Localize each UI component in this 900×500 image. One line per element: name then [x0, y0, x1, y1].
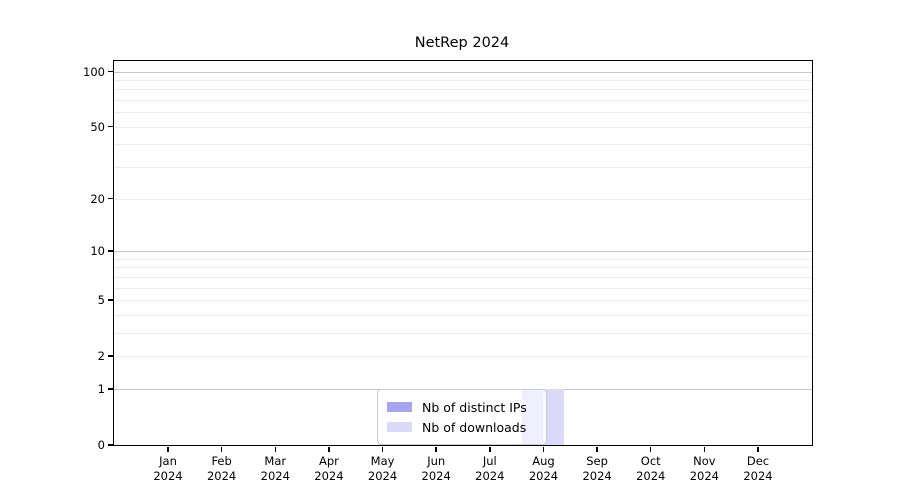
x-axis-tick-label: Jun 2024: [422, 454, 451, 484]
gridline-minor: [114, 112, 812, 114]
y-axis-tick-label: 20: [90, 191, 105, 206]
y-axis-tick: [108, 299, 113, 301]
x-tick-month: Aug: [532, 454, 555, 468]
legend-swatch-distinct-ips: [387, 402, 412, 412]
x-tick-month: Apr: [318, 454, 339, 468]
x-axis-tick: [596, 446, 598, 452]
x-axis-tick-label: Aug 2024: [529, 454, 558, 484]
x-tick-month: Sep: [586, 454, 608, 468]
x-axis-tick-label: Feb 2024: [207, 454, 236, 484]
x-tick-year: 2024: [153, 469, 183, 483]
x-axis-tick-label: Jan 2024: [153, 454, 182, 484]
legend-label: Nb of distinct IPs: [422, 399, 527, 415]
legend-item: Nb of downloads: [387, 417, 536, 437]
x-tick-year: 2024: [689, 469, 719, 483]
gridline-minor: [114, 167, 812, 169]
y-axis-tick: [108, 444, 113, 446]
x-axis-tick-label: Mar 2024: [261, 454, 290, 484]
x-tick-month: Nov: [693, 454, 716, 468]
y-axis-tick-label: 50: [90, 119, 105, 134]
gridline-minor: [114, 89, 812, 91]
x-axis-tick-label: May 2024: [368, 454, 397, 484]
x-tick-month: Jul: [482, 454, 497, 468]
x-tick-month: Jan: [159, 454, 177, 468]
x-tick-year: 2024: [367, 469, 398, 483]
y-axis-tick-label: 0: [97, 438, 105, 452]
x-axis-tick: [650, 446, 652, 452]
x-tick-year: 2024: [206, 469, 237, 483]
x-tick-year: 2024: [743, 469, 773, 483]
y-axis-tick-label: 2: [97, 349, 105, 364]
x-axis-tick: [220, 446, 223, 452]
x-tick-year: 2024: [314, 469, 344, 483]
x-tick-year: 2024: [421, 469, 451, 483]
y-axis-tick-label: 1: [97, 381, 105, 396]
x-axis-tick: [542, 446, 545, 452]
y-axis-tick-label: 100: [83, 64, 105, 79]
gridline-minor: [114, 287, 812, 289]
y-axis-tick: [108, 126, 113, 128]
y-axis-tick-label: 10: [90, 243, 105, 258]
gridline-minor: [114, 126, 812, 128]
gridline-major: [114, 250, 812, 252]
x-axis-tick: [381, 446, 384, 452]
gridline-minor: [114, 332, 812, 334]
x-tick-year: 2024: [260, 469, 290, 483]
gridline-minor: [114, 198, 812, 200]
x-axis-tick: [435, 446, 437, 452]
x-axis-tick-label: Sep 2024: [582, 454, 611, 484]
x-tick-month: Feb: [211, 454, 232, 468]
x-axis-tick-label: Apr 2024: [314, 454, 343, 484]
gridline-minor: [114, 258, 812, 260]
legend-label: Nb of downloads: [422, 419, 527, 435]
x-axis-tick: [274, 446, 276, 452]
y-axis-tick: [108, 388, 113, 390]
y-axis-tick: [108, 197, 113, 200]
gridline-minor: [114, 356, 812, 358]
gridline-minor: [114, 299, 812, 301]
y-axis-tick: [108, 250, 113, 252]
x-axis-tick: [167, 446, 169, 452]
legend: Nb of distinct IPs Nb of downloads: [377, 389, 547, 445]
x-tick-year: 2024: [636, 469, 666, 483]
legend-swatch-downloads: [387, 422, 412, 432]
legend-item: Nb of distinct IPs: [387, 397, 536, 417]
gridline-minor: [114, 100, 812, 102]
gridline-minor: [114, 314, 812, 316]
y-axis-tick-label: 5: [97, 292, 105, 307]
x-tick-month: Jun: [427, 454, 446, 468]
x-axis-tick: [757, 446, 759, 452]
x-tick-month: Mar: [264, 454, 287, 468]
x-axis-tick-label: Jul 2024: [475, 454, 504, 484]
gridline-minor: [114, 276, 812, 278]
x-tick-year: 2024: [475, 469, 505, 483]
x-axis-tick-label: Nov 2024: [690, 454, 719, 484]
chart-title: NetRep 2024: [414, 35, 510, 51]
gridline-minor: [114, 79, 812, 81]
x-tick-year: 2024: [528, 469, 559, 483]
y-axis-tick: [108, 70, 113, 73]
plot-area: Nb of distinct IPs Nb of downloads 0 1 2 5 1…: [83, 60, 813, 483]
gridline-minor: [114, 144, 812, 146]
x-tick-month: May: [370, 454, 395, 468]
x-axis-tick: [703, 446, 706, 452]
x-axis-tick: [489, 446, 491, 452]
y-axis-tick: [108, 355, 113, 357]
x-axis-tick: [328, 446, 330, 452]
x-tick-month: Oct: [640, 454, 661, 468]
x-axis-tick-label: Dec 2024: [743, 454, 772, 484]
gridline-major: [114, 71, 812, 73]
x-tick-month: Dec: [746, 454, 770, 468]
x-tick-year: 2024: [582, 469, 612, 483]
gridline-minor: [114, 267, 812, 269]
bar-downloads: [543, 388, 565, 445]
x-axis-tick-label: Oct 2024: [636, 454, 665, 484]
